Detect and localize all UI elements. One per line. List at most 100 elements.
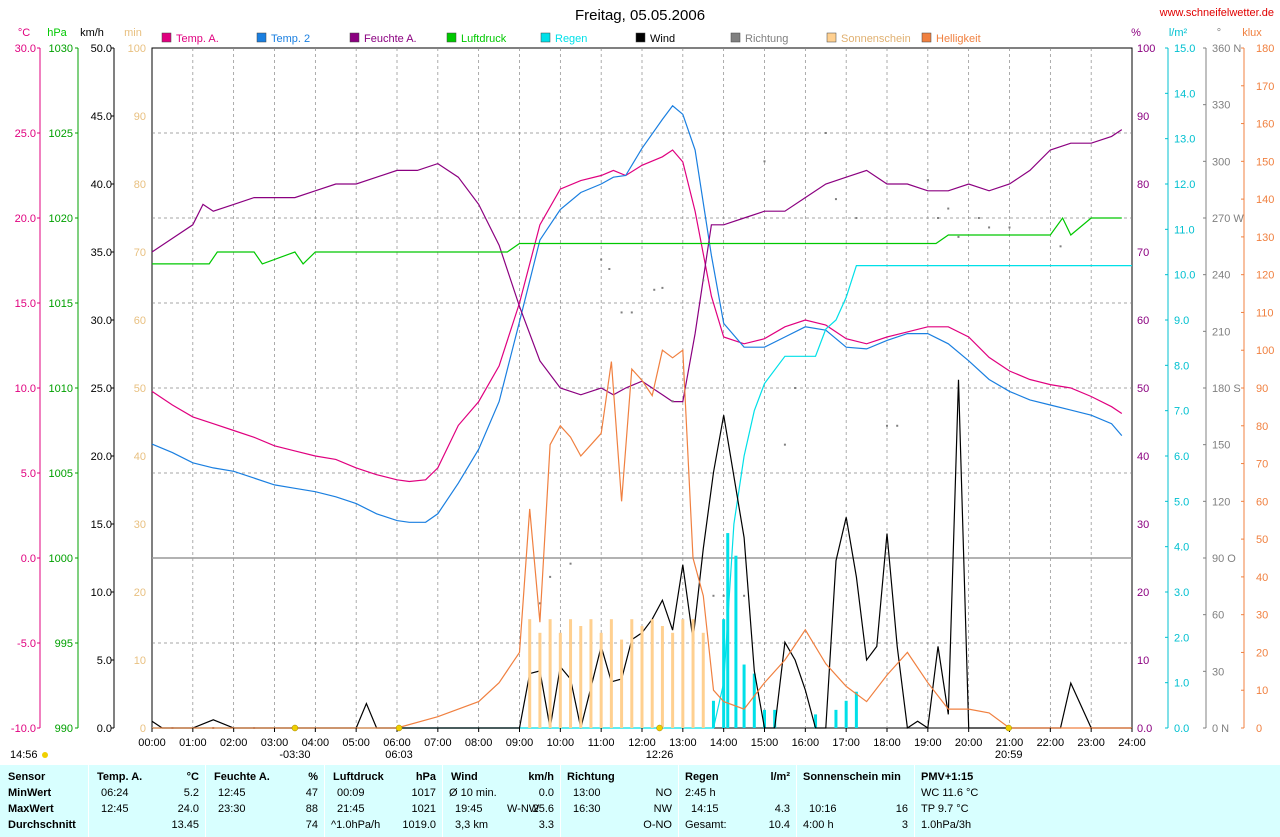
unit-label-5: l/m² — [1169, 27, 1188, 39]
direction-point-28 — [947, 207, 950, 210]
brightness-axis-tick-1: 170 — [1256, 81, 1274, 93]
brightness-axis-tick-4: 140 — [1256, 194, 1274, 206]
wind-axis-tick-9: 5.0 — [97, 655, 112, 667]
x-axis-ticks: 00:00 01:00 02:00 03:00 04:00 05:00 06:00 07:00… — [138, 728, 1146, 749]
sun-axis-tick-0: 100 — [128, 43, 146, 55]
temp-axis-tick-2: 20.0 — [15, 213, 36, 225]
x-tick-label-5: 05:00 — [342, 737, 370, 749]
press-min-value: 1017 — [411, 787, 436, 799]
dir-row1-time: 13:00 — [573, 787, 601, 799]
humidity-axis-tick-3: 70 — [1137, 247, 1149, 259]
temp-min-value: 5.2 — [183, 787, 199, 799]
sunshine-bar-14 — [671, 632, 675, 728]
wind-axis-tick-5: 25.0 — [91, 383, 112, 395]
sunshine-bar-13 — [660, 626, 664, 728]
rain-axis-tick-6: 9.0 — [1174, 315, 1189, 327]
direction-axis-tick-6: 180 S — [1212, 383, 1241, 395]
x-tick-label-11: 11:00 — [588, 737, 615, 749]
rain-bar-6 — [763, 709, 766, 728]
pressure-axis-tick-5: 1005 — [49, 468, 73, 480]
direction-axis-tick-3: 270 W — [1212, 213, 1244, 225]
annotation-label-4: 20:59 — [995, 749, 1023, 761]
brightness-axis-tick-7: 110 — [1256, 307, 1274, 319]
sun-axis-tick-3: 70 — [134, 247, 146, 259]
sunshine-bar-7 — [599, 632, 603, 728]
direction-axis-tick-12: 0 N — [1212, 723, 1229, 735]
sun-axis-tick-10: 0 — [140, 723, 146, 735]
summary-panel: Sensor MinWert MaxWert Durchschnitt Temp… — [0, 765, 1280, 837]
hum-min-value: 47 — [305, 787, 318, 799]
wind-axis-tick-3: 35.0 — [91, 247, 112, 259]
sunshine-bar-8 — [609, 619, 613, 728]
x-tick-label-1: 01:00 — [179, 737, 207, 749]
press-min-time: 00:09 — [337, 787, 365, 799]
direction-point-18 — [763, 160, 766, 163]
rain-axis-tick-11: 4.0 — [1174, 542, 1189, 554]
chart-annotations: 14:56 -03:30 06:03 12:26 20:59 — [10, 724, 1023, 761]
x-tick-label-15: 15:00 — [751, 737, 779, 749]
direction-axis-tick-2: 300 — [1212, 156, 1230, 168]
x-tick-label-17: 17:00 — [832, 737, 860, 749]
temp-unit: °C — [186, 771, 199, 783]
temp-axis-tick-4: 10.0 — [15, 383, 36, 395]
legend-label-7: Sonnenschein — [841, 33, 911, 45]
sensor-row-min: MinWert — [8, 787, 52, 799]
brightness-axis-tick-17: 10 — [1256, 685, 1268, 697]
sunshine-bar-4 — [569, 619, 573, 728]
x-tick-label-14: 14:00 — [710, 737, 738, 749]
annotation-label-3: 12:26 — [646, 749, 674, 761]
sensor-row-avg: Durchschnitt — [8, 819, 76, 831]
pressure-axis-tick-3: 1015 — [49, 298, 73, 310]
legend-label-6: Richtung — [745, 33, 788, 45]
pmv-windchill: WC 11.6 °C — [921, 787, 979, 799]
direction-axis-tick-9: 90 O — [1212, 553, 1236, 565]
direction-point-10 — [630, 311, 633, 314]
legend-swatch-6 — [730, 32, 741, 43]
brightness-axis-tick-10: 80 — [1256, 421, 1268, 433]
sunshine-bar-5 — [579, 626, 583, 728]
sunshine-bar-3 — [558, 632, 562, 728]
sun-icon — [42, 752, 48, 758]
brightness-axis-tick-9: 90 — [1256, 383, 1268, 395]
unit-label-6: ° — [1217, 27, 1221, 39]
x-tick-label-10: 10:00 — [547, 737, 575, 749]
rain-axis-tick-12: 3.0 — [1174, 587, 1189, 599]
site-link[interactable]: www.schneifelwetter.de — [1159, 7, 1274, 19]
wind-axis-tick-1: 45.0 — [91, 111, 112, 123]
sunshine-bar-16 — [691, 619, 695, 728]
sun-axis-tick-9: 10 — [134, 655, 146, 667]
unit-label-2: km/h — [80, 27, 104, 39]
direction-axis-tick-0: 360 N — [1212, 43, 1241, 55]
rain-bar-9 — [834, 709, 838, 728]
rain-bar-1 — [722, 619, 726, 728]
brightness-axis-tick-13: 50 — [1256, 534, 1268, 546]
temp-axis-tick-5: 5.0 — [21, 468, 36, 480]
sunshine-bar-0 — [528, 619, 532, 728]
x-tick-label-20: 20:00 — [955, 737, 983, 749]
direction-point-6 — [569, 562, 572, 565]
direction-axis-tick-5: 210 — [1212, 326, 1230, 338]
sun-axis-tick-6: 40 — [134, 451, 146, 463]
x-tick-label-23: 23:00 — [1077, 737, 1105, 749]
pressure-axis-tick-4: 1010 — [49, 383, 73, 395]
humidity-axis-tick-8: 20 — [1137, 587, 1149, 599]
pressure-axis-tick-0: 1030 — [49, 43, 73, 55]
legend-swatch-8 — [921, 32, 932, 43]
series-line-helligkeit — [152, 349, 1132, 729]
wind-max-direction: W-NW — [507, 803, 540, 815]
rain-bar-5 — [752, 673, 756, 728]
wind-avg-label: Ø 10 min. — [449, 787, 497, 799]
chart-marks — [151, 104, 1132, 730]
sun-marker-icon — [656, 724, 663, 732]
brightness-axis-tick-3: 150 — [1256, 156, 1274, 168]
direction-point-23 — [855, 217, 858, 219]
sun-max-time: 10:16 — [809, 803, 837, 815]
x-tick-label-0: 00:00 — [138, 737, 166, 749]
brightness-axis-tick-14: 40 — [1256, 572, 1268, 584]
direction-point-27 — [937, 217, 940, 219]
sun-avg-value: 3 — [901, 819, 908, 831]
direction-point-15 — [712, 594, 715, 597]
humidity-axis-tick-9: 10 — [1137, 655, 1149, 667]
direction-point-5 — [549, 575, 552, 578]
unit-label-4: % — [1131, 27, 1141, 39]
